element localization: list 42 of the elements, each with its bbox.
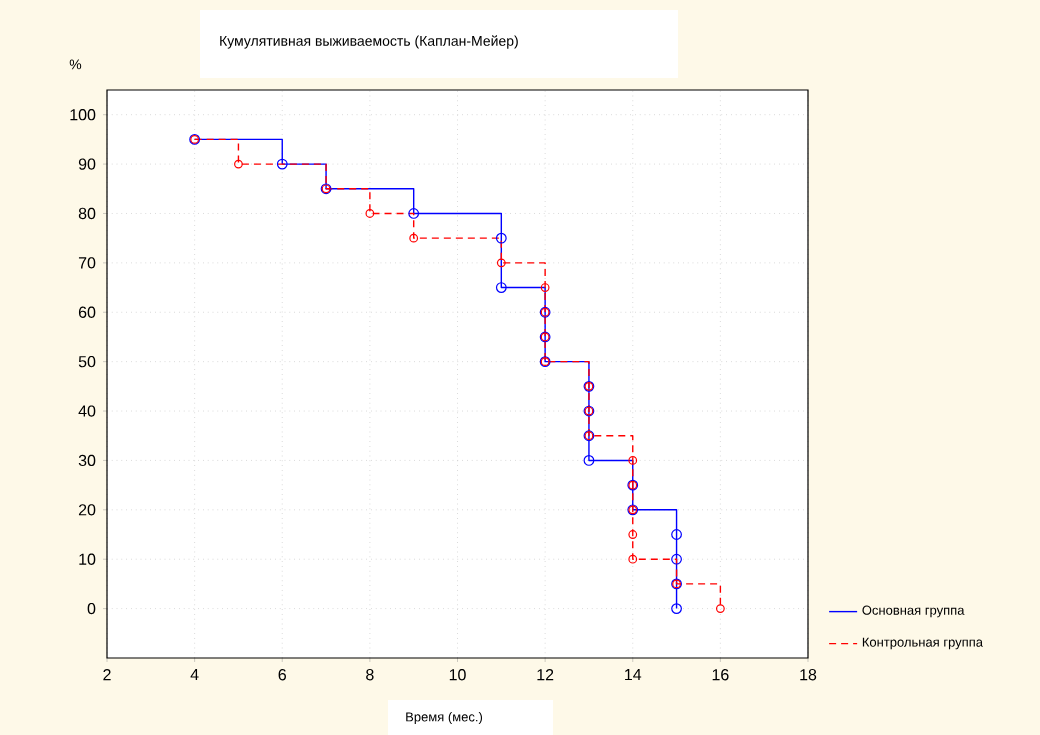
point: [276, 158, 288, 170]
point: [671, 553, 682, 565]
point: [628, 530, 638, 539]
x-tick-label: 12: [537, 669, 554, 681]
point: [583, 455, 595, 466]
y-tick-label: 80: [78, 207, 96, 220]
legend-label: Основная группа: [862, 605, 965, 618]
y-tick-label: 50: [78, 355, 96, 368]
point: [671, 603, 682, 614]
y-tick-label: 10: [79, 553, 96, 565]
point: [495, 232, 507, 244]
point: [628, 456, 638, 465]
y-tick-label: 30: [78, 454, 96, 467]
x-tick-label: 14: [625, 669, 642, 681]
x-tick-label: 6: [278, 669, 286, 681]
y-tick-label: 40: [78, 405, 96, 417]
y-tick-label: 60: [78, 306, 96, 318]
x-tick-label: 4: [190, 669, 199, 681]
x-axis-title: Время (мес.): [406, 711, 483, 725]
point: [408, 208, 420, 219]
chart-title: Кумулятивная выживаемость (Каплан-Мейер): [220, 35, 518, 49]
y-tick-label: 100: [70, 109, 96, 121]
point: [496, 258, 506, 268]
point: [671, 529, 682, 540]
point: [715, 604, 725, 614]
legend-label: Контрольная группа: [862, 637, 983, 650]
point: [540, 283, 550, 292]
x-tick-label: 16: [712, 669, 729, 681]
y-tick-label: 90: [78, 158, 96, 170]
y-tick-label: 0: [87, 602, 96, 615]
point: [409, 233, 419, 243]
point: [365, 209, 375, 218]
point: [234, 159, 243, 169]
x-tick-label: 10: [449, 669, 466, 681]
point: [628, 554, 638, 564]
y-tick-label: 20: [78, 504, 96, 516]
x-tick-label: 8: [366, 669, 374, 681]
y-axis-title: %: [69, 59, 82, 70]
x-tick-label: 18: [800, 669, 817, 681]
point: [495, 282, 507, 293]
y-tick-label: 70: [78, 257, 96, 269]
x-tick-label: 2: [103, 669, 111, 681]
